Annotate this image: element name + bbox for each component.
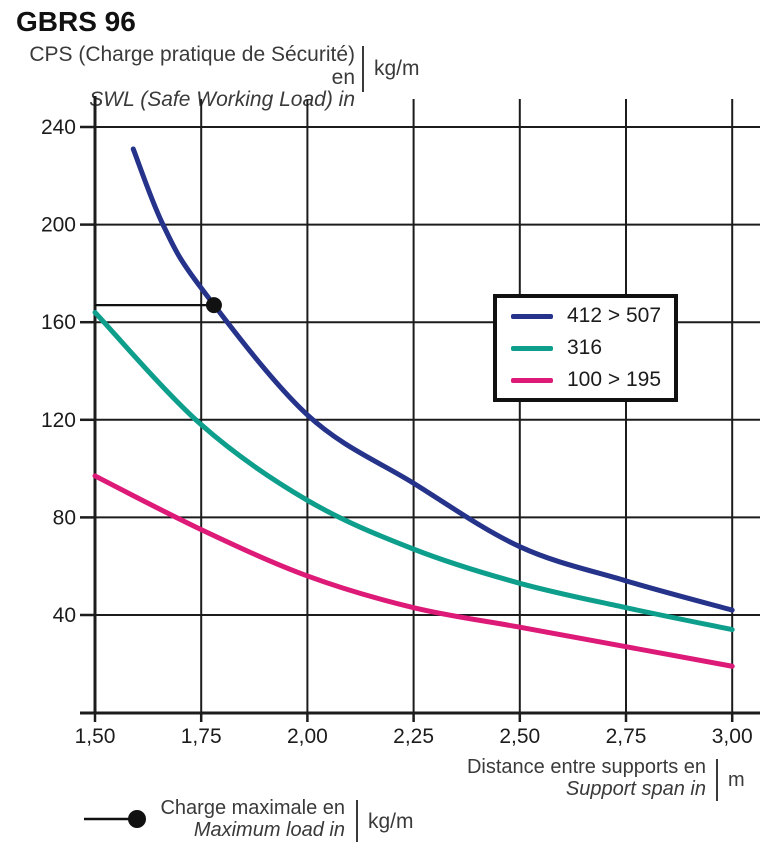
y-tick-label: 160 — [41, 311, 76, 334]
curve-316 — [92, 309, 735, 633]
x-axis-label-divider — [716, 759, 718, 801]
y-tick-label: 120 — [41, 409, 76, 432]
y-tick-label: 40 — [53, 604, 76, 627]
legend-swatch — [511, 345, 553, 351]
max-load-legend-fr: Charge maximale en — [160, 797, 345, 819]
max-load-legend: Charge maximale en Maximum load in — [155, 797, 345, 841]
legend-swatch — [511, 313, 553, 319]
legend-box: 412 > 507 316 100 > 195 — [493, 294, 678, 402]
legend-label: 100 > 195 — [567, 368, 662, 391]
x-axis-label-en: Support span in — [565, 778, 706, 800]
legend-label: 316 — [567, 336, 603, 359]
page-title: GBRS 96 — [16, 6, 136, 37]
x-axis-label-fr: Distance entre supports en — [466, 756, 706, 778]
x-tick-label: 2,75 — [606, 725, 647, 748]
legend-item: 100 > 195 — [511, 368, 674, 392]
max-load-legend-en: Maximum load in — [193, 819, 345, 841]
x-tick-label: 3,00 — [712, 725, 753, 748]
x-tick-label: 2,00 — [287, 725, 328, 748]
legend-label: 412 > 507 — [567, 304, 662, 327]
x-axis-unit: m — [728, 769, 745, 791]
max-load-legend-divider — [356, 800, 358, 842]
x-tick-label: 2,25 — [393, 725, 434, 748]
y-tick-label: 80 — [53, 506, 76, 529]
y-tick-label: 200 — [41, 214, 76, 237]
x-axis-label: Distance entre supports en Support span … — [430, 756, 706, 800]
legend-item: 412 > 507 — [511, 304, 674, 328]
curve-100-195 — [92, 473, 735, 669]
legend-item: 316 — [511, 336, 674, 360]
y-axis-unit: kg/m — [374, 57, 420, 80]
y-tick-label: 240 — [41, 116, 76, 139]
max-load-marker-swatch — [84, 810, 146, 828]
y-axis-header-fr: CPS (Charge pratique de Sécurité) en — [29, 43, 355, 89]
y-axis-header: CPS (Charge pratique de Sécurité) en SWL… — [15, 43, 355, 112]
y-axis-header-divider — [362, 46, 364, 92]
x-tick-label: 1,75 — [181, 725, 222, 748]
x-tick-label: 1,50 — [75, 725, 116, 748]
max-load-unit: kg/m — [368, 810, 414, 833]
max-load-marker-dot — [205, 297, 222, 314]
max-load-dot-glyph — [128, 810, 146, 828]
curve-412-507 — [130, 146, 735, 613]
y-axis-header-en: SWL (Safe Working Load) in — [89, 88, 355, 112]
legend-swatch — [511, 377, 553, 383]
x-tick-label: 2,50 — [499, 725, 540, 748]
